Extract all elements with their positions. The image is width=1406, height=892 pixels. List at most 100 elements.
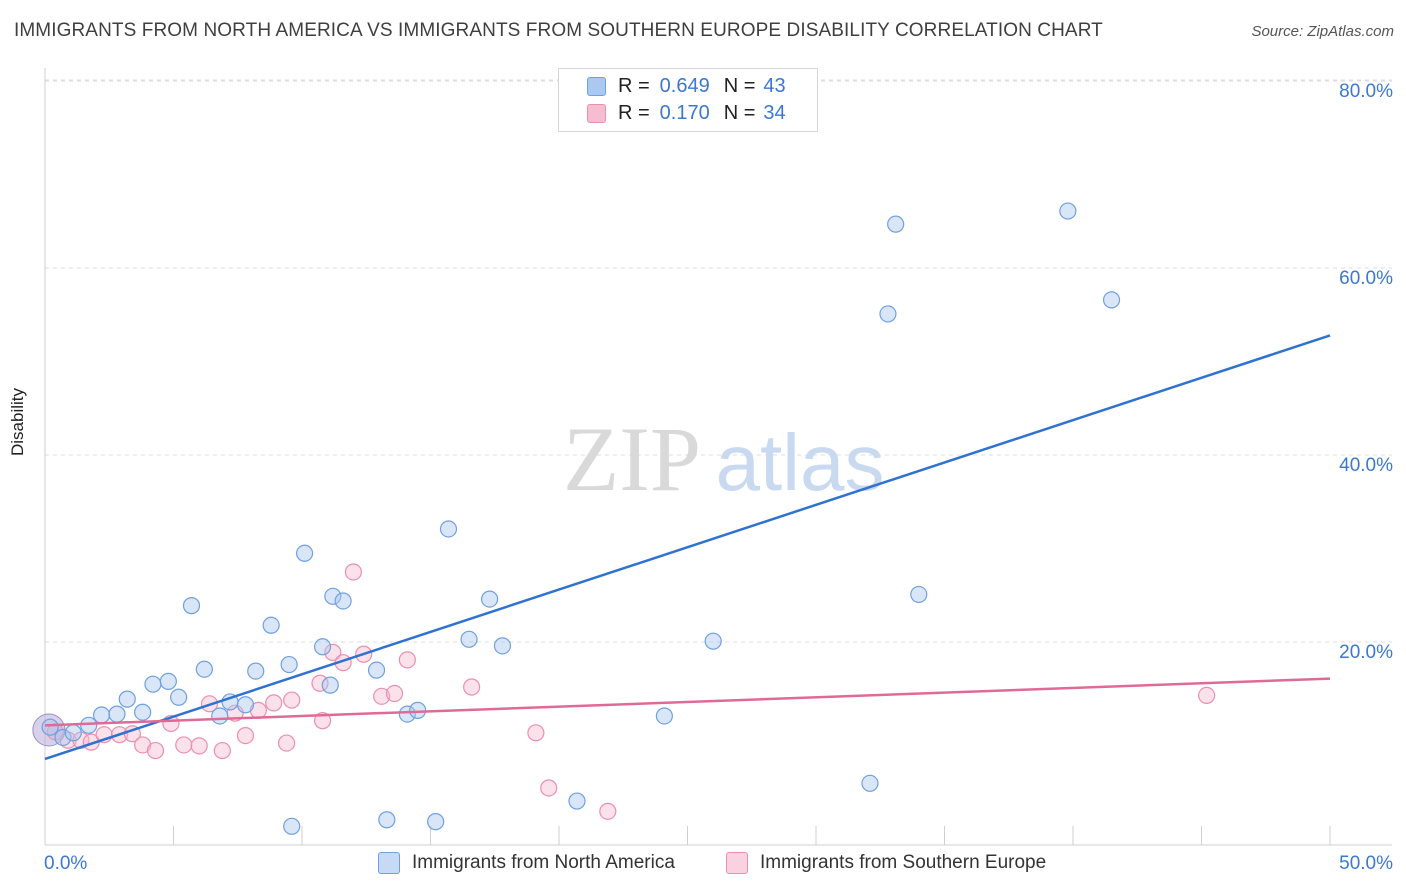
x-tick-label: 50.0% bbox=[1339, 853, 1393, 874]
north-america-point bbox=[367, 661, 386, 679]
north-america-point bbox=[460, 630, 478, 648]
north-america-point bbox=[118, 690, 136, 708]
north-america-point bbox=[321, 676, 339, 694]
north-america-point bbox=[170, 688, 188, 706]
y-tick-label: 60.0% bbox=[1339, 268, 1393, 289]
north-america-point bbox=[879, 305, 897, 323]
southern-europe-trend-line bbox=[44, 677, 1331, 727]
y-tick-label: 80.0% bbox=[1339, 81, 1393, 102]
correlation-legend: R = 0.649 N = 43 R = 0.170 N = 34 bbox=[558, 68, 818, 132]
southern-europe-point bbox=[146, 741, 165, 760]
r-value: 0.649 bbox=[659, 74, 710, 97]
legend-label: Immigrants from North America bbox=[412, 852, 675, 873]
southern-europe-point bbox=[324, 643, 342, 661]
n-value: 43 bbox=[763, 74, 786, 97]
north-america-point bbox=[236, 696, 255, 714]
r-label: R = bbox=[618, 101, 650, 124]
southern-europe-point bbox=[385, 684, 404, 703]
north-america-point bbox=[568, 792, 586, 810]
north-america-point bbox=[182, 597, 201, 615]
blue-swatch bbox=[587, 76, 606, 96]
r-label: R = bbox=[618, 74, 650, 97]
north-america-point bbox=[80, 716, 98, 734]
y-tick-label: 20.0% bbox=[1339, 642, 1393, 663]
southern-europe-point bbox=[175, 736, 193, 754]
north-america-point bbox=[41, 718, 59, 736]
southern-europe-point bbox=[344, 563, 362, 581]
legend-row-southern-europe: R = 0.170 N = 34 bbox=[559, 100, 786, 126]
watermark-atlas: atlas bbox=[716, 418, 885, 507]
legend-item-north-america: Immigrants from North America bbox=[378, 852, 675, 874]
north-america-point bbox=[493, 637, 512, 655]
north-america-point bbox=[144, 675, 162, 693]
southern-europe-point bbox=[373, 687, 391, 705]
y-axis-label: Disability bbox=[8, 387, 27, 456]
north-america-point bbox=[439, 520, 458, 538]
southern-europe-points bbox=[46, 563, 1216, 820]
north-america-point bbox=[134, 703, 152, 721]
north-america-point bbox=[159, 672, 177, 690]
southern-europe-point bbox=[283, 691, 301, 709]
north-america-point bbox=[704, 632, 722, 650]
southern-europe-point bbox=[213, 741, 231, 760]
north-america-point bbox=[247, 662, 265, 680]
north-america-point bbox=[655, 707, 673, 725]
southern-europe-point bbox=[398, 651, 416, 669]
north-america-point bbox=[262, 616, 280, 634]
north-america-point bbox=[92, 706, 111, 724]
southern-europe-point bbox=[265, 694, 283, 712]
trend-lines bbox=[44, 334, 1331, 761]
blue-swatch bbox=[378, 852, 400, 874]
north-america-point bbox=[108, 705, 126, 723]
north-america-point bbox=[313, 638, 332, 656]
source-label: Source: ZipAtlas.com bbox=[1251, 23, 1394, 40]
north-america-point bbox=[427, 813, 445, 831]
pink-swatch bbox=[587, 103, 606, 123]
north-america-point bbox=[54, 728, 72, 747]
north-america-point bbox=[295, 544, 314, 562]
north-america-point bbox=[324, 587, 342, 605]
north-america-point bbox=[1059, 202, 1077, 220]
north-america-point bbox=[887, 215, 905, 233]
watermark: ZIP atlas bbox=[563, 408, 884, 510]
north-america-point bbox=[861, 774, 879, 792]
north-america-point bbox=[910, 585, 928, 604]
watermark-zip: ZIP bbox=[563, 408, 701, 510]
north-america-points bbox=[32, 202, 1121, 835]
southern-europe-point bbox=[540, 779, 558, 797]
north-america-point bbox=[195, 660, 213, 678]
chart-title: IMMIGRANTS FROM NORTH AMERICA VS IMMIGRA… bbox=[14, 20, 1103, 41]
r-value: 0.170 bbox=[659, 101, 710, 124]
southern-europe-point bbox=[599, 802, 617, 820]
southern-europe-point bbox=[1198, 686, 1216, 705]
n-label: N = bbox=[723, 74, 756, 97]
southern-europe-point bbox=[236, 727, 255, 745]
north-america-point bbox=[211, 707, 229, 725]
southern-europe-point bbox=[527, 724, 545, 742]
southern-europe-point bbox=[463, 678, 481, 696]
southern-europe-point bbox=[313, 712, 332, 730]
legend-label: Immigrants from Southern Europe bbox=[760, 852, 1047, 873]
north-america-point bbox=[334, 592, 352, 610]
north-america-point bbox=[1102, 291, 1121, 309]
y-tick-label: 40.0% bbox=[1339, 455, 1393, 476]
north-america-point bbox=[481, 590, 499, 608]
x-tick-label: 0.0% bbox=[44, 853, 87, 874]
legend-row-north-america: R = 0.649 N = 43 bbox=[559, 73, 786, 99]
southern-europe-point bbox=[190, 737, 208, 755]
north-america-point bbox=[398, 705, 416, 723]
north-america-trend-line bbox=[44, 334, 1331, 761]
north-america-point bbox=[378, 811, 396, 829]
y-tick-labels: 20.0% 40.0% 60.0% 80.0% bbox=[1339, 81, 1393, 663]
north-america-point bbox=[280, 655, 298, 674]
grid-lines bbox=[45, 79, 1392, 643]
legend-item-southern-europe: Immigrants from Southern Europe bbox=[726, 852, 1046, 874]
southern-europe-point bbox=[277, 734, 296, 752]
north-america-point bbox=[283, 817, 301, 835]
north-america-point bbox=[64, 724, 82, 742]
n-label: N = bbox=[723, 101, 756, 124]
pink-swatch bbox=[726, 852, 748, 874]
n-value: 34 bbox=[763, 101, 786, 124]
x-tick-labels: 0.0% 50.0% bbox=[44, 853, 1393, 874]
